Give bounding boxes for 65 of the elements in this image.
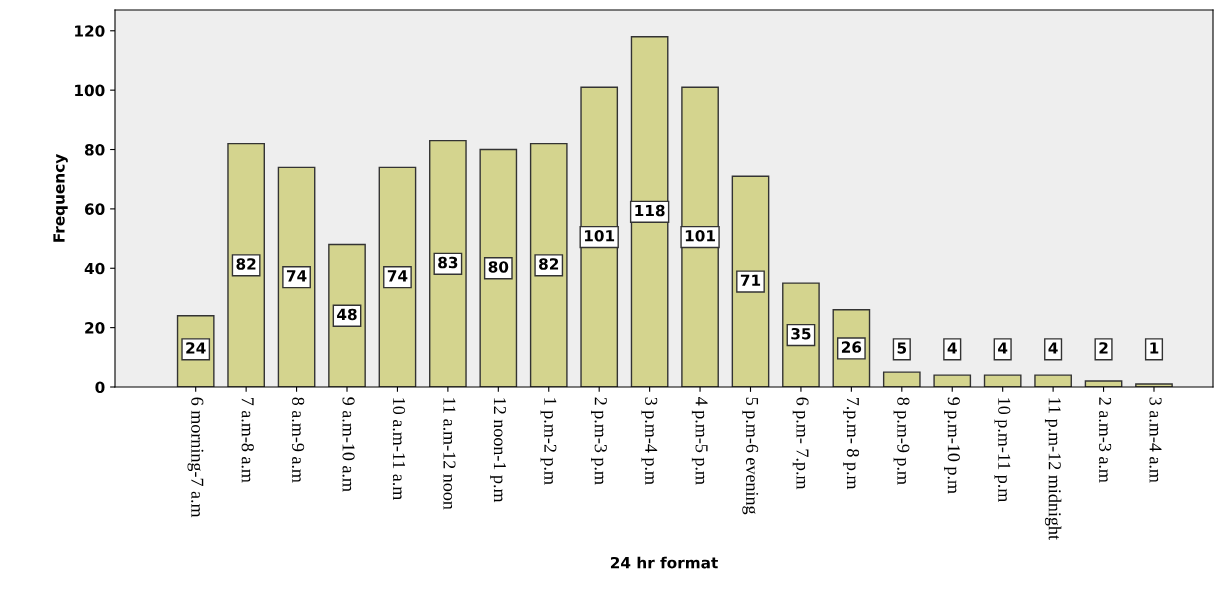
bar (227, 142, 265, 387)
x-axis-title: 24 hr format (610, 556, 718, 569)
bar (580, 86, 619, 387)
x-tick-label: 8 a.m-9 a.m (291, 397, 305, 483)
x-tick-label: 11 a.m-12 noon (443, 398, 456, 510)
data-label: 71 (740, 274, 761, 286)
bar (882, 371, 921, 387)
data-label: 82 (539, 258, 559, 270)
data-label: 82 (236, 258, 256, 270)
data-label: 5 (897, 342, 907, 354)
data-label: 4 (1048, 342, 1058, 354)
data-label: 35 (791, 327, 811, 340)
data-label: 2 (1099, 342, 1108, 354)
x-tick-label: 1 p.m-2 p.m (540, 398, 557, 485)
y-axis-title: Frequency (53, 154, 68, 242)
bar (1034, 374, 1072, 387)
data-label: 4 (947, 342, 957, 354)
bar (983, 374, 1022, 387)
data-label: 1 (1150, 342, 1159, 354)
data-label: 74 (387, 270, 408, 282)
y-tick-label: 80 (84, 143, 105, 156)
x-tick-label: 3 a.m-4 a.m (1149, 397, 1162, 483)
x-tick-label: 7 a.m-8 a.m (241, 397, 254, 483)
bar (378, 166, 417, 387)
bar (731, 175, 770, 387)
bar (630, 36, 669, 387)
bar (1084, 380, 1123, 387)
data-label: 26 (841, 341, 862, 353)
bar (933, 374, 972, 387)
x-tick-label: 9 p.m-10 p.m (944, 397, 960, 494)
bar (277, 166, 316, 387)
bar (681, 86, 719, 387)
y-tick-label: 100 (75, 84, 105, 97)
bar (328, 243, 366, 387)
data-label: 101 (584, 229, 615, 242)
bar (479, 148, 518, 387)
x-tick-label: 5 p.m-6 evening (742, 397, 759, 515)
data-label: 24 (186, 342, 206, 354)
data-label: 101 (685, 229, 715, 242)
x-tick-label: 11 p.m-12 midnight (1044, 398, 1062, 540)
y-tick-label: 20 (85, 322, 105, 334)
y-tick-label: 60 (84, 203, 105, 215)
x-tick-label: 12 noon-1 p.m (490, 398, 506, 503)
x-tick-label: 6 p.m- 7.p.m (792, 397, 809, 490)
data-label: 74 (286, 270, 307, 282)
y-tick-label: 40 (84, 262, 105, 275)
x-tick-label: 8 p.m-9 p.m (893, 397, 910, 485)
data-label: 118 (635, 204, 665, 217)
data-label: 48 (337, 308, 357, 321)
y-tick-label: 120 (75, 25, 105, 37)
y-tick-label: 0 (95, 381, 105, 394)
x-tick-label: 9 a.m-10 a.m (342, 397, 355, 492)
data-label: 80 (488, 261, 509, 273)
x-tick-label: 10 p.m-11 p.m (994, 398, 1011, 503)
bar (429, 139, 467, 387)
x-tick-label: 6 morning-7 a.m (187, 397, 204, 518)
x-tick-label: 2 p.m-3 p.m (591, 397, 607, 485)
data-label: 4 (998, 342, 1008, 354)
x-tick-label: 3 p.m-4 p.m (641, 397, 658, 485)
x-tick-label: 7.p.m- 8 p.m (843, 397, 860, 490)
x-tick-label: 10 a.m-11 a.m (392, 398, 406, 501)
data-label: 83 (438, 256, 458, 269)
bar (529, 142, 568, 387)
x-tick-label: 4 p.m-5 p.m (691, 397, 708, 485)
x-tick-label: 2 a.m-3 a.m (1098, 397, 1112, 483)
